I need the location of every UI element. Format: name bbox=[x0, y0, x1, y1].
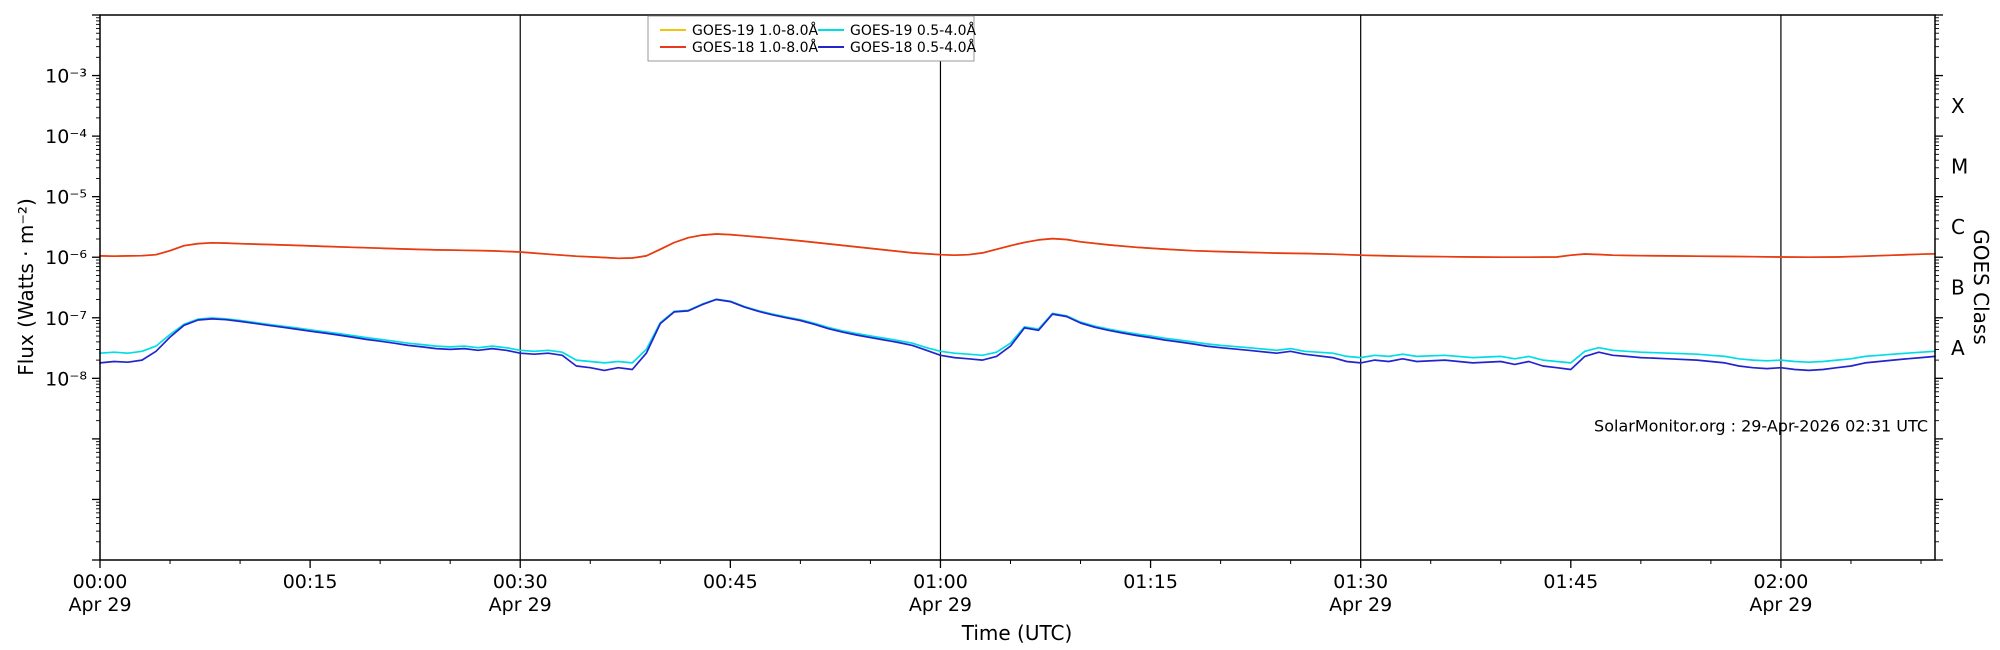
legend-box bbox=[647, 15, 975, 62]
y-tick-label: 10⁻⁵ bbox=[45, 187, 87, 209]
x-tick-label: 00:30 bbox=[493, 571, 548, 593]
y-axis-label-goes-class: GOES Class bbox=[1969, 229, 1993, 345]
x-axis-label-time: Time (UTC) bbox=[961, 621, 1073, 645]
y-tick-label: 10⁻⁴ bbox=[45, 126, 87, 148]
x-tick-label: 00:45 bbox=[703, 571, 758, 593]
x-tick-label: 02:00 bbox=[1754, 571, 1809, 593]
x-tick-date: Apr 29 bbox=[68, 594, 131, 616]
x-tick-label: 01:45 bbox=[1543, 571, 1598, 593]
legend-entry-label: GOES-18 0.5-4.0Å bbox=[850, 39, 976, 56]
goes-class-letter: A bbox=[1951, 336, 1965, 360]
legend-entry-label: GOES-19 0.5-4.0Å bbox=[850, 22, 976, 39]
series-line-goes-18-0.5-4.0 bbox=[99, 298, 1936, 372]
series-line-goes-19-0.5-4.0 bbox=[99, 298, 1936, 364]
y-tick-label: 10⁻⁸ bbox=[45, 368, 87, 390]
x-tick-label: 01:15 bbox=[1123, 571, 1178, 593]
goes-class-letter: M bbox=[1951, 154, 1968, 178]
y-tick-label: 10⁻⁶ bbox=[45, 247, 87, 269]
series-line-goes-19-1.0-8.0 bbox=[99, 233, 1936, 260]
y-tick-label: 10⁻³ bbox=[45, 66, 87, 88]
x-tick-label: 01:30 bbox=[1333, 571, 1388, 593]
goes-class-letter: B bbox=[1951, 276, 1965, 300]
goes-class-letter: X bbox=[1951, 94, 1965, 118]
x-tick-date: Apr 29 bbox=[1329, 594, 1392, 616]
x-tick-date: Apr 29 bbox=[909, 594, 972, 616]
x-tick-label: 00:15 bbox=[283, 571, 338, 593]
goes-class-letter: C bbox=[1951, 215, 1965, 239]
y-tick-label: 10⁻⁷ bbox=[45, 308, 87, 330]
solarmonitor-credit: SolarMonitor.org : 29-Apr-2026 02:31 UTC bbox=[1594, 416, 1928, 436]
y-axis-label-flux: Flux (Watts · m⁻²) bbox=[14, 198, 38, 376]
legend-entry-label: GOES-18 1.0-8.0Å bbox=[692, 39, 818, 56]
x-tick-label: 01:00 bbox=[913, 571, 968, 593]
series-line-goes-18-1.0-8.0 bbox=[99, 233, 1936, 260]
plot-frame bbox=[99, 14, 1936, 561]
x-tick-date: Apr 29 bbox=[1749, 594, 1812, 616]
legend-entry-label: GOES-19 1.0-8.0Å bbox=[692, 22, 818, 39]
x-tick-label: 00:00 bbox=[73, 571, 128, 593]
x-tick-date: Apr 29 bbox=[489, 594, 552, 616]
